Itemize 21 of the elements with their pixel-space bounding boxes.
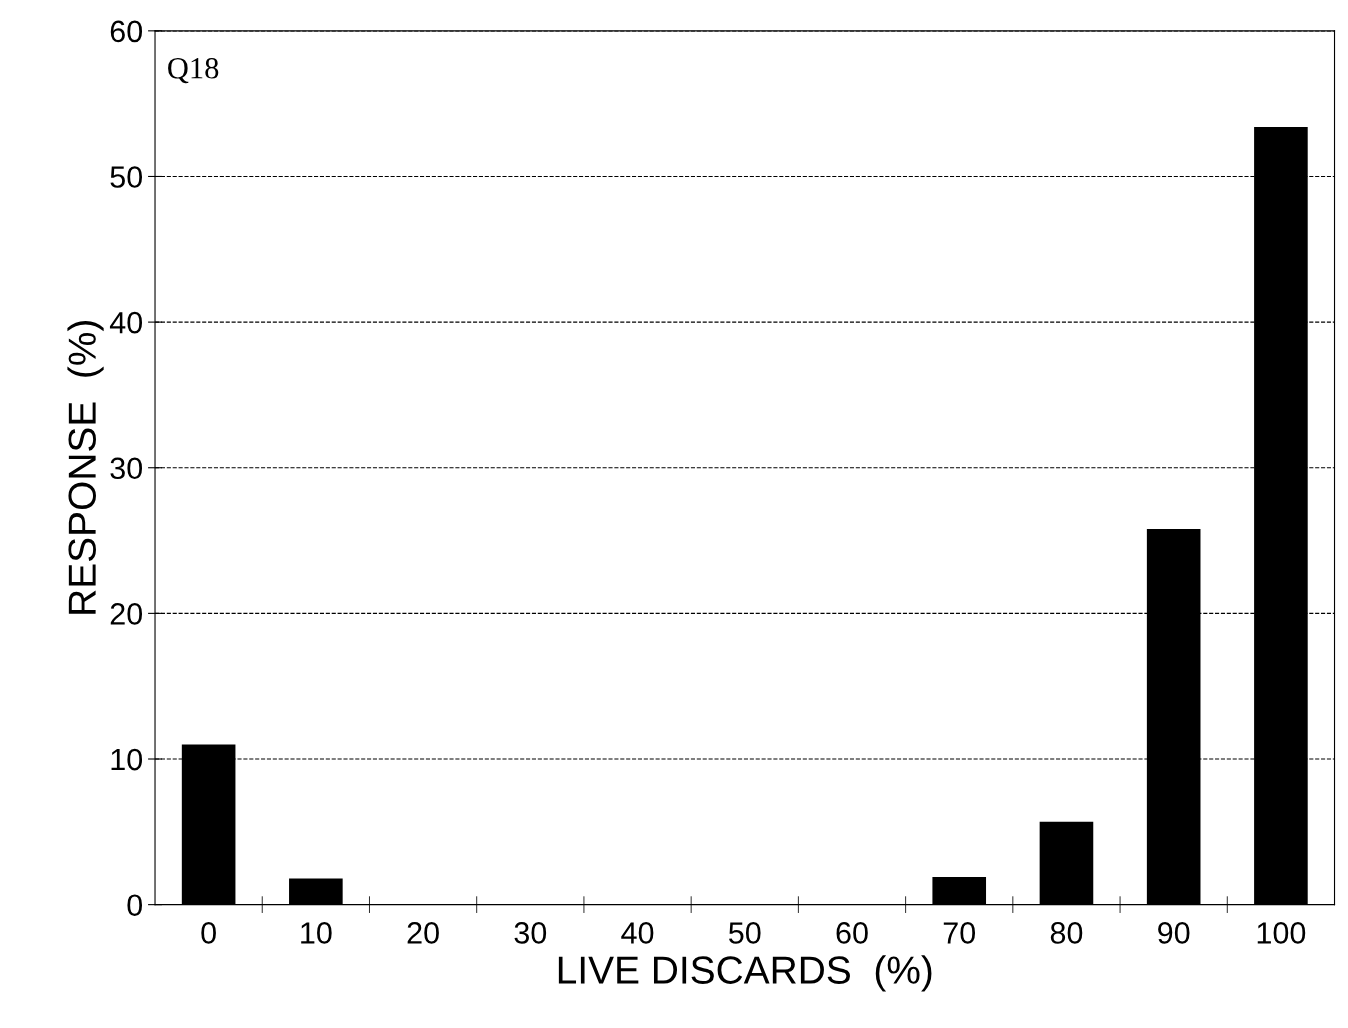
y-tick-label: 60 (110, 20, 143, 43)
y-tick-label: 10 (111, 748, 143, 771)
x-tick-label: 70 (943, 922, 976, 944)
x-tick-label: 0 (201, 922, 216, 944)
x-tick-label: 90 (1158, 922, 1190, 944)
x-axis-title: LIVE DISCARDS (%) (558, 955, 932, 992)
y-tick-label: 50 (110, 166, 143, 188)
x-tick-label: 50 (729, 922, 761, 944)
x-tick-label: 20 (407, 922, 439, 944)
y-axis-title: RESPONSE (%) (67, 321, 104, 614)
y-tick-label: 20 (110, 603, 143, 625)
annotation: Q18 (168, 57, 219, 84)
x-tick-label: 40 (621, 922, 654, 944)
y-tick-label: 30 (110, 457, 143, 480)
x-tick-label: 60 (836, 922, 868, 944)
y-tick-label: 0 (127, 894, 143, 917)
x-tick-label: 80 (1050, 922, 1083, 944)
x-tick-label: 10 (301, 922, 332, 944)
y-tick-label: 40 (109, 311, 143, 334)
x-tick-label: 100 (1257, 922, 1306, 944)
x-tick-label: 30 (514, 922, 547, 944)
